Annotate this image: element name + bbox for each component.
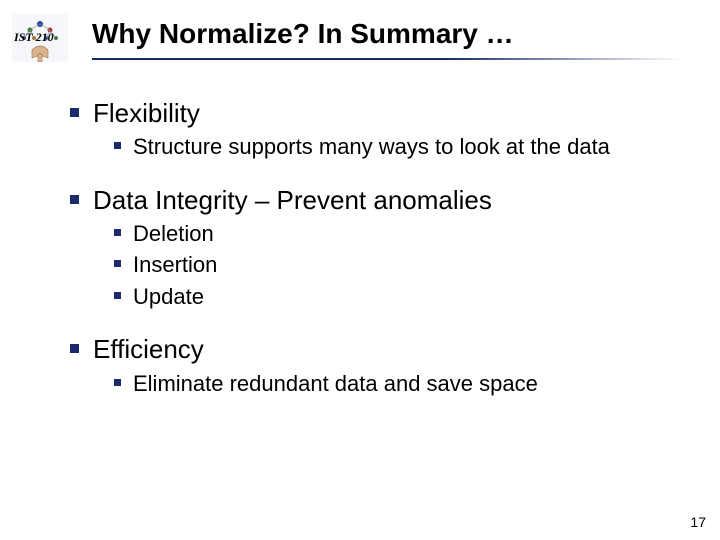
list-item-label: Eliminate redundant data and save space: [133, 370, 538, 398]
list-item-label: Update: [133, 283, 204, 311]
title-rule: [92, 58, 682, 60]
square-bullet-icon: [70, 108, 79, 117]
list-item: Efficiency: [70, 334, 680, 365]
list-item-label: Insertion: [133, 251, 217, 279]
slide-title: Why Normalize? In Summary …: [92, 18, 514, 50]
square-bullet-icon: [114, 229, 121, 236]
list-item-label: Structure supports many ways to look at …: [133, 133, 610, 161]
list-item-label: Flexibility: [93, 98, 200, 129]
list-item: Eliminate redundant data and save space: [114, 370, 680, 398]
list-item: Deletion: [114, 220, 680, 248]
page-number: 17: [690, 514, 706, 530]
slide-body: Flexibility Structure supports many ways…: [70, 90, 680, 399]
list-item: Update: [114, 283, 680, 311]
square-bullet-icon: [70, 195, 79, 204]
square-bullet-icon: [70, 344, 79, 353]
list-item: Flexibility: [70, 98, 680, 129]
square-bullet-icon: [114, 292, 121, 299]
slide-header: IST 210 Why Normalize? In Summary …: [0, 0, 720, 70]
slide: IST 210 Why Normalize? In Summary … Flex…: [0, 0, 720, 540]
course-code-label: IST 210: [14, 30, 54, 45]
square-bullet-icon: [114, 260, 121, 267]
list-item-label: Efficiency: [93, 334, 204, 365]
square-bullet-icon: [114, 142, 121, 149]
list-item: Structure supports many ways to look at …: [114, 133, 680, 161]
list-item: Data Integrity – Prevent anomalies: [70, 185, 680, 216]
list-item-label: Data Integrity – Prevent anomalies: [93, 185, 492, 216]
square-bullet-icon: [114, 379, 121, 386]
list-item: Insertion: [114, 251, 680, 279]
list-item-label: Deletion: [133, 220, 214, 248]
